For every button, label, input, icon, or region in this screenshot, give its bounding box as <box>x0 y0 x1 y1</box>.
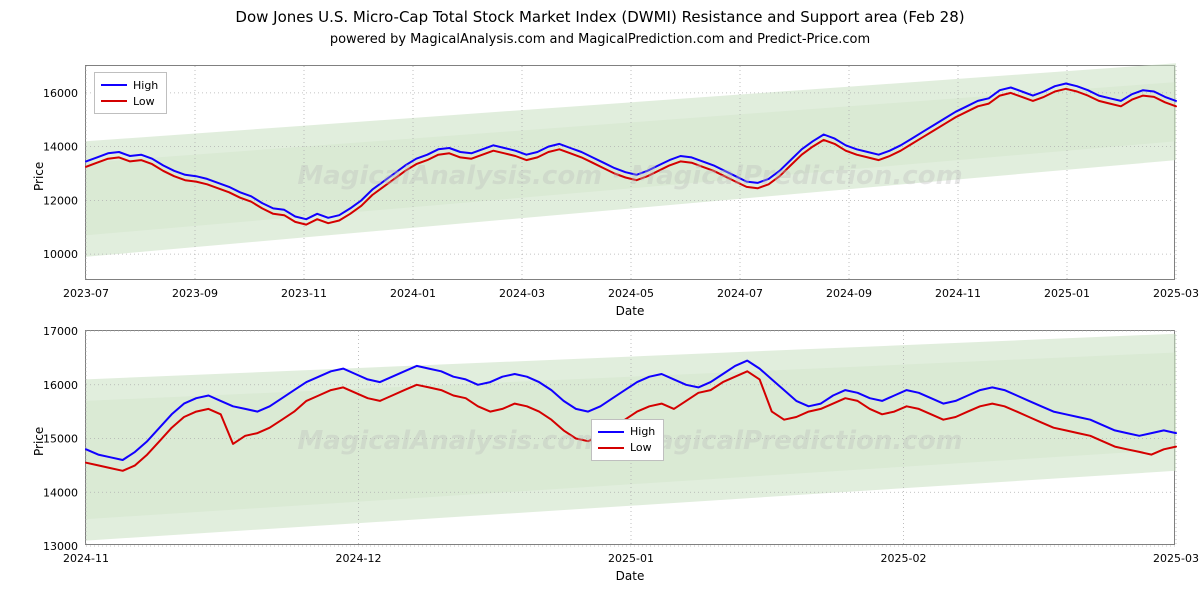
legend: High Low <box>591 419 664 461</box>
svg-text:10000: 10000 <box>43 248 78 261</box>
svg-text:2025-01: 2025-01 <box>608 552 654 565</box>
chart-panel-bottom: 2024-112024-122025-012025-022025-03 1300… <box>85 330 1175 545</box>
svg-text:14000: 14000 <box>43 486 78 499</box>
legend-label: Low <box>630 441 652 454</box>
svg-text:16000: 16000 <box>43 379 78 392</box>
legend-swatch <box>101 84 127 86</box>
svg-text:2024-07: 2024-07 <box>717 287 763 300</box>
svg-text:2024-11: 2024-11 <box>935 287 981 300</box>
svg-text:14000: 14000 <box>43 141 78 154</box>
y-axis-label: Price <box>32 161 46 190</box>
svg-text:2023-09: 2023-09 <box>172 287 218 300</box>
svg-text:2023-11: 2023-11 <box>281 287 327 300</box>
chart-panel-top: 2023-072023-092023-112024-012024-032024-… <box>85 65 1175 280</box>
legend-swatch <box>598 447 624 449</box>
legend-item: Low <box>598 440 655 456</box>
svg-text:12000: 12000 <box>43 194 78 207</box>
x-axis-label: Date <box>85 569 1175 583</box>
svg-text:2024-11: 2024-11 <box>63 552 109 565</box>
legend-item: Low <box>101 93 158 109</box>
svg-text:15000: 15000 <box>43 433 78 446</box>
svg-text:2025-03: 2025-03 <box>1153 552 1199 565</box>
svg-text:2025-01: 2025-01 <box>1044 287 1090 300</box>
legend: High Low <box>94 72 167 114</box>
chart-svg-top: 2023-072023-092023-112024-012024-032024-… <box>86 66 1176 281</box>
svg-text:2024-05: 2024-05 <box>608 287 654 300</box>
svg-text:2025-03: 2025-03 <box>1153 287 1199 300</box>
svg-text:2023-07: 2023-07 <box>63 287 109 300</box>
figure: Dow Jones U.S. Micro-Cap Total Stock Mar… <box>0 0 1200 600</box>
figure-subtitle: powered by MagicalAnalysis.com and Magic… <box>0 32 1200 47</box>
figure-title: Dow Jones U.S. Micro-Cap Total Stock Mar… <box>0 8 1200 26</box>
legend-item: High <box>598 424 655 440</box>
svg-text:2024-03: 2024-03 <box>499 287 545 300</box>
svg-text:2024-09: 2024-09 <box>826 287 872 300</box>
legend-swatch <box>101 100 127 102</box>
legend-label: High <box>133 79 158 92</box>
svg-text:16000: 16000 <box>43 87 78 100</box>
svg-text:2024-12: 2024-12 <box>336 552 382 565</box>
y-axis-label: Price <box>32 426 46 455</box>
svg-text:2024-01: 2024-01 <box>390 287 436 300</box>
legend-label: High <box>630 425 655 438</box>
svg-text:17000: 17000 <box>43 325 78 338</box>
legend-item: High <box>101 77 158 93</box>
x-axis-label: Date <box>85 304 1175 318</box>
svg-text:13000: 13000 <box>43 540 78 553</box>
legend-swatch <box>598 431 624 433</box>
legend-label: Low <box>133 95 155 108</box>
svg-text:2025-02: 2025-02 <box>881 552 927 565</box>
